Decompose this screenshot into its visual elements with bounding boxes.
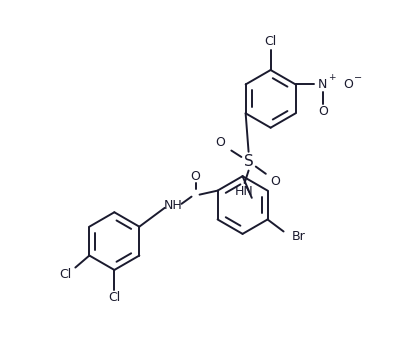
Text: Cl: Cl <box>59 268 71 281</box>
Text: O: O <box>215 136 226 149</box>
Text: Cl: Cl <box>264 35 277 48</box>
Text: HN: HN <box>235 185 254 198</box>
Text: NH: NH <box>164 199 183 212</box>
Text: N: N <box>318 78 328 91</box>
Text: O: O <box>318 105 328 118</box>
Text: S: S <box>244 154 254 169</box>
Text: O: O <box>191 170 200 183</box>
Text: Br: Br <box>292 230 306 243</box>
Text: O: O <box>343 78 353 91</box>
Text: O: O <box>271 175 280 188</box>
Text: −: − <box>354 73 362 83</box>
Text: +: + <box>328 73 335 82</box>
Text: Cl: Cl <box>108 291 120 304</box>
